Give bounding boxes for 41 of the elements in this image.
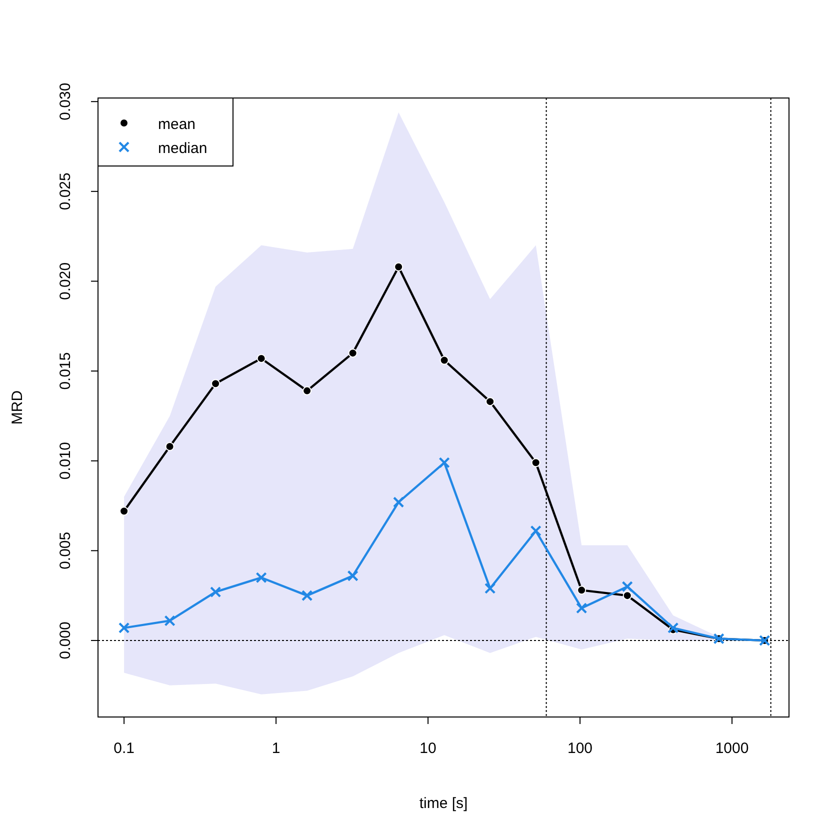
point [347, 570, 358, 582]
y-tick-label: 0.025 [57, 172, 74, 210]
point [440, 356, 449, 365]
point [164, 615, 176, 626]
point [301, 590, 313, 602]
point [211, 379, 220, 388]
point [622, 580, 633, 592]
x-tick-label: 10 [420, 740, 436, 757]
point [120, 506, 129, 516]
x-tick-label: 0.1 [114, 740, 134, 757]
y-tick-label: 0.020 [57, 262, 74, 300]
y-tick-label: 0.030 [57, 82, 74, 120]
y-axis-title: MRD [9, 390, 26, 425]
y-tick-label: 0.010 [57, 442, 74, 480]
point [667, 622, 679, 634]
x-tick-label: 1 [272, 740, 280, 757]
point [256, 572, 267, 584]
y-tick-label: 0.000 [57, 622, 74, 660]
y-tick-label: 0.005 [57, 532, 74, 570]
legend-label: median [158, 140, 208, 157]
point [256, 354, 266, 363]
point [348, 348, 358, 358]
point [302, 386, 312, 396]
point [392, 496, 404, 508]
point [118, 622, 130, 634]
point [622, 591, 632, 600]
point [210, 586, 222, 598]
point [484, 582, 496, 594]
x-tick-label: 100 [568, 740, 593, 757]
point [576, 602, 588, 614]
point [577, 586, 586, 595]
legend-label: mean [158, 116, 196, 133]
point [531, 458, 540, 468]
y-tick-label: 0.015 [57, 352, 74, 390]
point [165, 442, 174, 451]
x-tick-label: 1000 [715, 740, 749, 757]
x-axis-title: time [s] [419, 795, 468, 812]
point [530, 525, 542, 537]
point [438, 457, 450, 468]
point [486, 397, 495, 406]
point [394, 262, 404, 272]
